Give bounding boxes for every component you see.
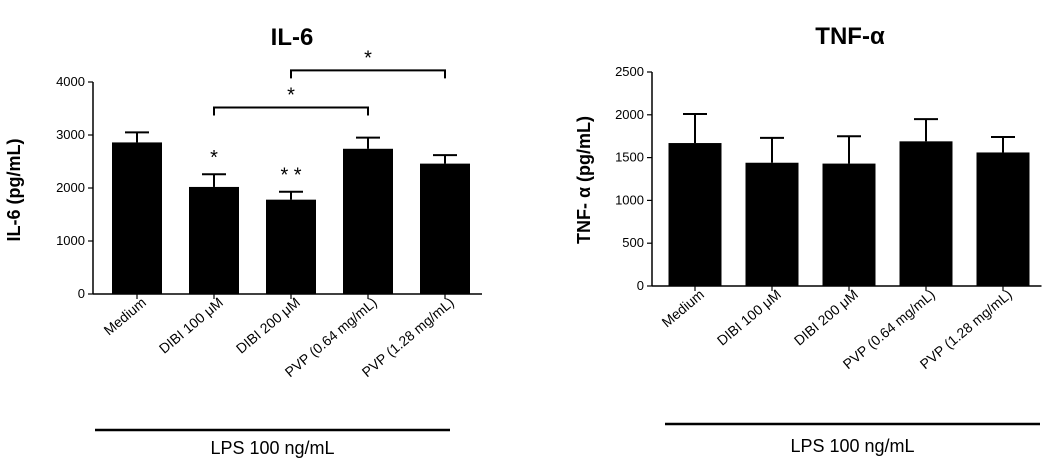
y-tick-label: 4000: [56, 74, 85, 89]
x-tick-label: Medium: [658, 286, 706, 330]
bar: [420, 163, 470, 294]
y-tick-label: 1500: [615, 150, 644, 165]
significance-bracket-label: *: [364, 47, 372, 69]
significance-marker: * *: [280, 165, 301, 187]
y-tick-label: 2500: [615, 64, 644, 79]
treatment-label: LPS 100 ng/mL: [790, 436, 914, 456]
bar: [189, 186, 239, 294]
x-tick-label: DIBI 100 μM: [714, 286, 784, 348]
significance-bracket: [290, 69, 446, 79]
bar: [822, 163, 876, 286]
x-tick-label: Medium: [100, 294, 148, 338]
significance-bracket: [213, 106, 369, 116]
y-tick-label: 1000: [615, 192, 644, 207]
y-tick-label: 3000: [56, 127, 85, 142]
y-axis-label: IL-6 (pg/mL): [4, 139, 24, 242]
significance-marker: *: [210, 147, 218, 169]
bar: [266, 199, 316, 294]
chart-title: TNF-α: [815, 23, 885, 50]
y-tick-label: 2000: [615, 107, 644, 122]
x-tick-label: DIBI 200 μM: [791, 286, 861, 348]
y-tick-label: 0: [637, 278, 644, 293]
x-tick-label: DIBI 100 μM: [156, 294, 226, 356]
y-tick-label: 0: [78, 286, 85, 301]
bar: [899, 141, 953, 286]
chart-title: IL-6: [271, 24, 314, 51]
y-tick-label: 2000: [56, 180, 85, 195]
bar: [668, 143, 722, 286]
bar: [112, 142, 162, 294]
y-axis-label: TNF- α (pg/mL): [574, 116, 594, 244]
bar: [976, 152, 1030, 286]
y-tick-label: 500: [622, 235, 644, 250]
treatment-label: LPS 100 ng/mL: [210, 438, 334, 458]
x-tick-label: DIBI 200 μM: [233, 294, 303, 356]
tnf-chart: TNF-α TNF- α (pg/mL) 0 500 1000 1500 2000 2500 M…: [574, 23, 1042, 456]
y-tick-label: 1000: [56, 233, 85, 248]
significance-bracket-label: *: [287, 84, 295, 106]
bar: [343, 148, 393, 294]
bar: [745, 162, 799, 286]
